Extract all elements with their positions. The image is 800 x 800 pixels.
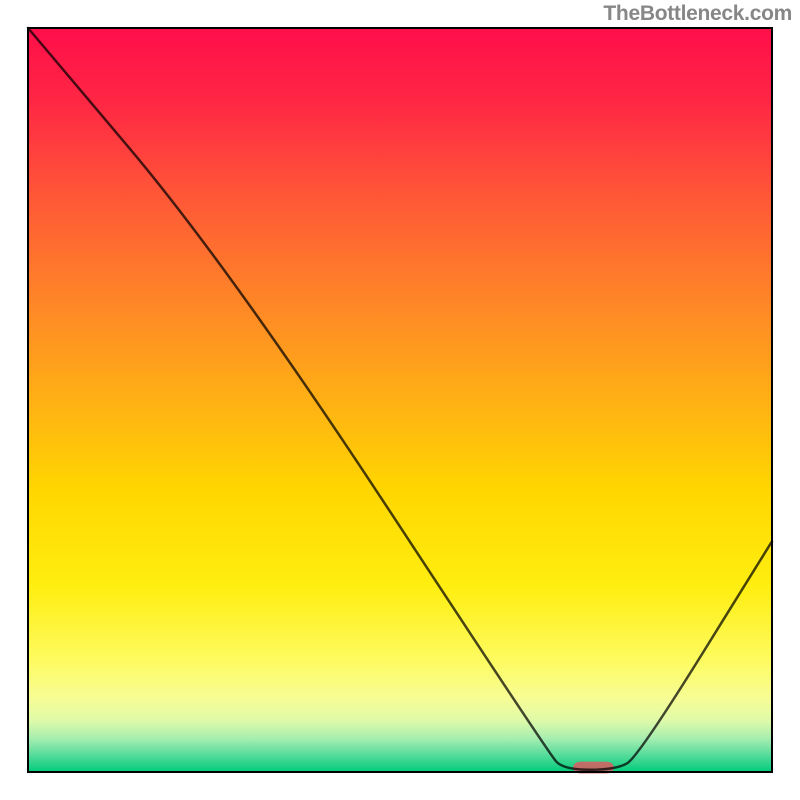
plot-background [28, 28, 772, 772]
watermark-label: TheBottleneck.com [603, 2, 792, 26]
bottleneck-chart [0, 0, 800, 800]
chart-container: TheBottleneck.com [0, 0, 800, 800]
